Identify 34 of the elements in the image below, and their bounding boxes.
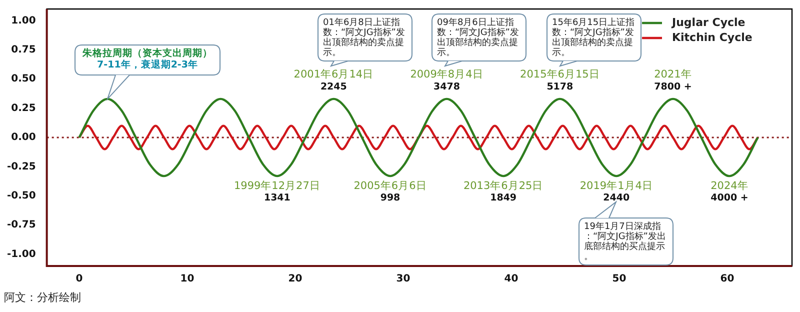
annotation: 朱格拉周期（资本支出周期）7-11年，衰退期2-3年 — [82, 47, 213, 71]
line-series — [78, 98, 759, 178]
annotation: 09年8月6日上证指数：“阿文JG指标”发出顶部结构的卖点提示。 — [437, 16, 519, 58]
y-tick-label: -0.50 — [6, 190, 36, 202]
text: 阿文：分析绘制 — [4, 290, 81, 304]
legend-label: Juglar Cycle — [671, 16, 746, 29]
annotation: 2024年 4000 + — [710, 180, 748, 204]
y-tick-label: 0.00 — [11, 132, 36, 144]
annotation: 2013年6月25日 1849 — [463, 180, 544, 204]
annotation: 19年1月7日深成指：“阿文JG指标”发出底部结构的买点提示。 — [584, 220, 666, 262]
x-tick-label: 50 — [612, 274, 626, 285]
annotation: 2001年6月14日 2245 — [294, 68, 374, 92]
annotation: 01年6月8日上证指数：“阿文JG指标”发出顶部结构的卖点提示。 — [323, 16, 405, 58]
y-tick-label: 1.00 — [11, 15, 36, 26]
y-tick-label: -0.75 — [6, 220, 36, 231]
x-tick-label: 20 — [288, 274, 302, 285]
annotation: 2021年 7800 + — [654, 68, 692, 92]
y-tick-label: 0.75 — [11, 44, 36, 56]
legend-label: Kitchin Cycle — [672, 30, 752, 44]
y-tick-label: -0.25 — [6, 161, 36, 172]
y-tick-label: -1.00 — [6, 248, 36, 260]
y-tick-label: 0.25 — [11, 102, 36, 114]
x-tick-label: 0 — [76, 274, 83, 285]
x-tick-label: 10 — [180, 274, 194, 285]
x-tick-label: 40 — [504, 274, 518, 285]
x-tick-label: 60 — [720, 274, 734, 285]
annotation: 2015年6月15日 5178 — [520, 68, 600, 92]
annotation: 1999年12月27日 1341 — [234, 180, 320, 204]
annotation: 15年6月15日上证指数：“阿文JG指标”发出顶部结构的卖点提示。 — [552, 16, 635, 58]
y-tick-label: 0.50 — [11, 74, 36, 85]
annotation: 2005年6月6日 998 — [354, 180, 427, 204]
x-tick-label: 30 — [396, 274, 410, 285]
annotation: 2019年1月4日 2440 — [580, 180, 653, 204]
annotation: 2009年8月4日 3478 — [410, 68, 484, 92]
